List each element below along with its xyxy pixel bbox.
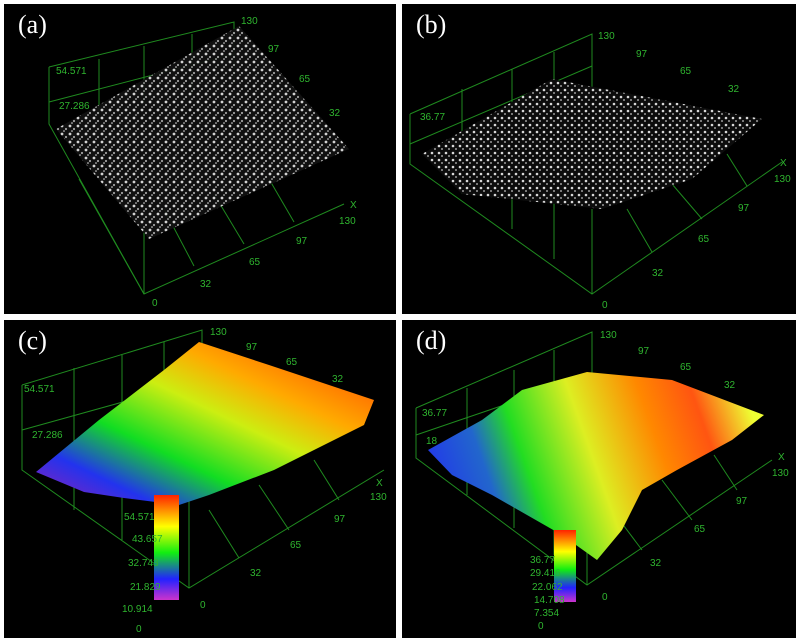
x-tick: 97 <box>334 514 346 525</box>
x-tick: 97 <box>296 236 308 247</box>
panel-c: (c) <box>4 320 396 638</box>
surface-plot-c: 54.571 27.286 130 97 65 32 X 130 97 65 3… <box>21 327 387 635</box>
y-tick: 97 <box>246 342 258 353</box>
y-tick: 65 <box>680 66 692 77</box>
y-tick: 65 <box>286 357 298 368</box>
colorbar-d <box>554 530 576 602</box>
colorbar-tick: 7.354 <box>534 608 559 619</box>
z-tick: 36.77 <box>420 112 445 123</box>
origin-tick: 0 <box>200 600 206 611</box>
colorbar-tick: 0 <box>538 621 544 632</box>
surface-plot-b: 36.77 130 97 65 32 X 130 97 65 32 0 <box>409 31 791 311</box>
colorbar-tick: 43.657 <box>132 534 163 545</box>
z-tick: 36.77 <box>422 408 447 419</box>
panel-label-c: (c) <box>18 326 47 355</box>
y-tick: 97 <box>636 49 648 60</box>
y-tick: 97 <box>638 346 650 357</box>
colorbar-tick: 32.743 <box>128 558 159 569</box>
z-tick: 54.571 <box>24 384 55 395</box>
panel-b: (b) 36.77 130 97 65 32 X 130 <box>402 4 796 314</box>
y-tick: 32 <box>329 108 341 119</box>
x-tick: 65 <box>249 257 261 268</box>
colorbar-tick: 36.77 <box>530 555 555 566</box>
y-tick: 97 <box>268 44 280 55</box>
y-tick: 130 <box>210 327 227 338</box>
panel-label-b: (b) <box>416 10 447 39</box>
colorbar-tick: 21.829 <box>130 582 161 593</box>
panel-d: (d) <box>402 320 796 638</box>
y-tick: 65 <box>299 74 311 85</box>
surface-plot-a: 54.571 27.286 130 97 65 32 X 130 97 65 3… <box>48 16 357 309</box>
x-tick: 65 <box>698 234 710 245</box>
z-tick: 54.571 <box>56 66 87 77</box>
x-tick: 130 <box>772 468 789 479</box>
y-tick: 65 <box>680 362 692 373</box>
y-tick: 130 <box>598 31 615 42</box>
surface-a <box>56 26 349 239</box>
x-tick: 130 <box>774 174 791 185</box>
y-tick: 32 <box>728 84 740 95</box>
panel-label-a: (a) <box>18 10 47 39</box>
colorbar-c <box>154 495 179 600</box>
x-tick: 32 <box>650 558 662 569</box>
y-tick: 130 <box>241 16 258 27</box>
y-tick: 32 <box>332 374 344 385</box>
x-tick: 65 <box>290 540 302 551</box>
colorbar-tick: 22.062 <box>532 582 563 593</box>
z-tick: 18 <box>426 436 438 447</box>
panel-a: (a) 54.571 27.286 130 97 <box>4 4 396 314</box>
surface-b <box>422 79 762 209</box>
origin-tick: 0 <box>602 592 608 603</box>
y-tick: 130 <box>600 330 617 341</box>
x-tick: 97 <box>736 496 748 507</box>
x-tick: 32 <box>200 279 212 290</box>
x-tick: 130 <box>370 492 387 503</box>
colorbar-tick: 10.914 <box>122 604 153 615</box>
x-axis-label: X <box>376 478 383 489</box>
colorbar-tick: 14.708 <box>534 595 565 606</box>
z-tick: 27.286 <box>32 430 63 441</box>
x-tick: 32 <box>250 568 262 579</box>
x-tick: 97 <box>738 203 750 214</box>
x-axis-label: X <box>780 158 787 169</box>
x-axis-label: X <box>778 452 785 463</box>
colorbar-tick: 54.571 <box>124 512 155 523</box>
x-tick: 32 <box>652 268 664 279</box>
surface-plot-d: 36.77 18 130 97 65 32 X 130 97 65 32 0 3… <box>415 330 789 632</box>
x-axis-label: X <box>350 200 357 211</box>
origin-tick: 0 <box>152 298 158 309</box>
panel-label-d: (d) <box>416 326 447 355</box>
surface-c <box>36 342 374 505</box>
surface-d <box>428 372 764 560</box>
origin-tick: 0 <box>602 300 608 311</box>
z-tick: 27.286 <box>59 101 90 112</box>
colorbar-tick: 0 <box>136 624 142 635</box>
x-tick: 130 <box>339 216 356 227</box>
y-tick: 32 <box>724 380 736 391</box>
x-tick: 65 <box>694 524 706 535</box>
colorbar-tick: 29.416 <box>530 568 561 579</box>
